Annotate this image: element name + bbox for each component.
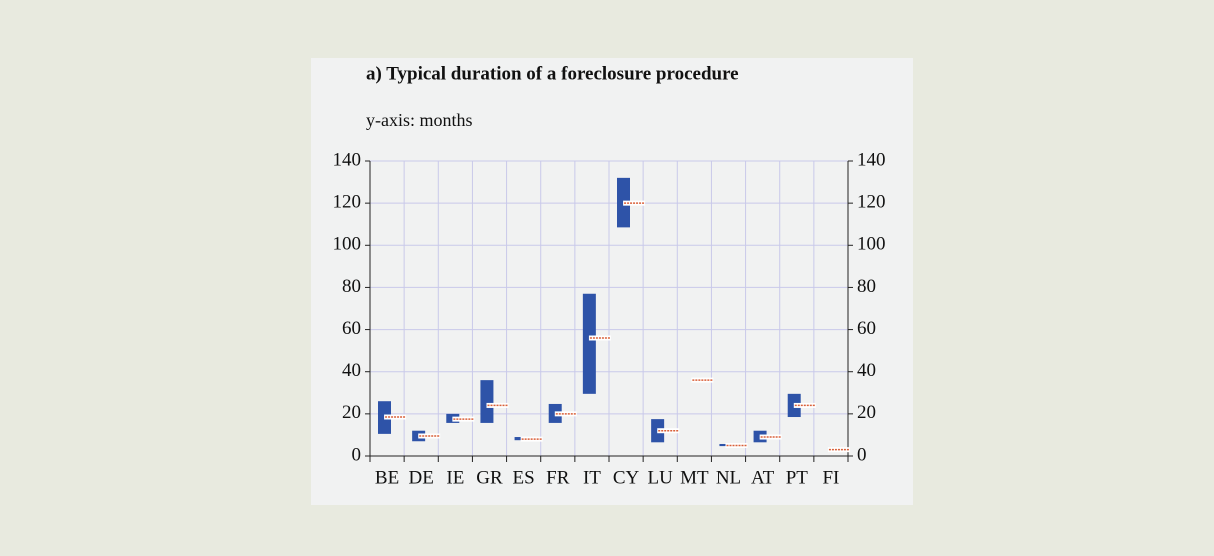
panel <box>311 58 913 505</box>
y-tick-label: 140 <box>333 149 362 170</box>
y2-tick-label: 60 <box>857 318 876 339</box>
x-tick-label: IE <box>446 467 464 488</box>
y-tick-label: 60 <box>342 318 361 339</box>
y2-tick-label: 0 <box>857 444 867 465</box>
y-tick-label: 40 <box>342 360 361 381</box>
y-tick-label: 120 <box>333 192 362 213</box>
y2-tick-label: 80 <box>857 276 876 297</box>
y2-tick-label: 20 <box>857 402 876 423</box>
chart-subtitle: y-axis: months <box>366 110 473 130</box>
y-tick-label: 100 <box>333 234 362 255</box>
x-tick-label: AT <box>751 467 775 488</box>
range-bar <box>480 380 494 423</box>
y2-tick-label: 120 <box>857 192 886 213</box>
x-tick-label: MT <box>680 467 709 488</box>
x-tick-label: IT <box>583 467 601 488</box>
y2-tick-label: 40 <box>857 360 876 381</box>
chart-title: a) Typical duration of a foreclosure pro… <box>366 63 739 84</box>
y2-tick-label: 100 <box>857 234 886 255</box>
x-tick-label: FI <box>822 467 839 488</box>
x-tick-label: FR <box>546 467 570 488</box>
y-tick-label: 0 <box>352 444 362 465</box>
range-bar <box>582 293 596 394</box>
x-tick-label: PT <box>786 467 809 488</box>
x-tick-label: NL <box>716 467 741 488</box>
x-tick-label: ES <box>513 467 535 488</box>
x-tick-label: BE <box>375 467 399 488</box>
x-tick-label: CY <box>613 467 640 488</box>
y-tick-label: 20 <box>342 402 361 423</box>
x-tick-label: GR <box>476 467 503 488</box>
y2-tick-label: 140 <box>857 149 886 170</box>
x-tick-label: DE <box>409 467 434 488</box>
y-tick-label: 80 <box>342 276 361 297</box>
x-tick-label: LU <box>648 467 674 488</box>
